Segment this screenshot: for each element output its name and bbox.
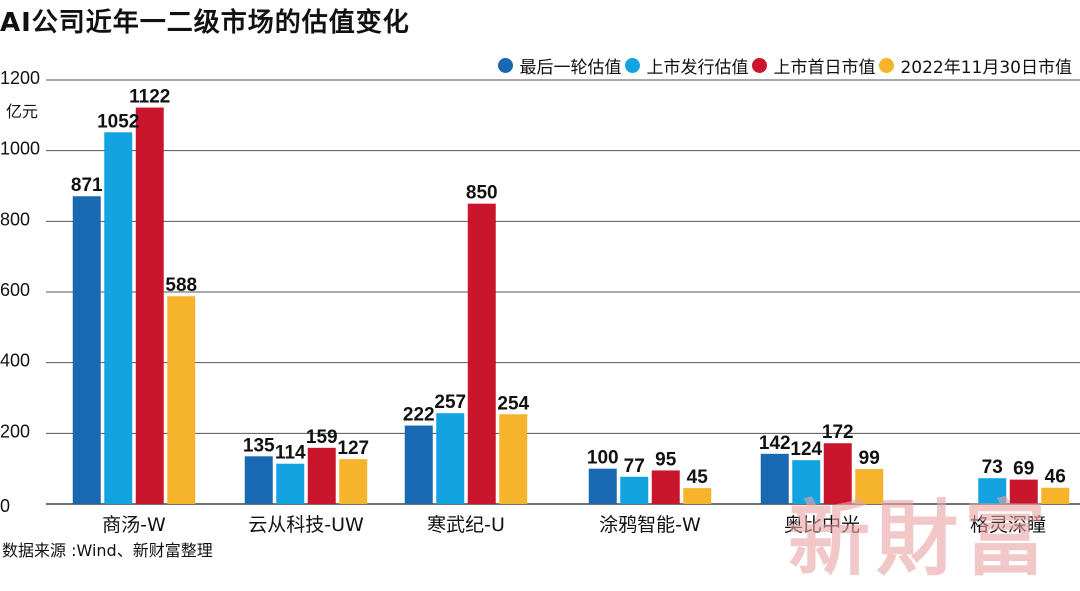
x-tick-label: 寒武纪-U <box>427 514 505 536</box>
y-tick-label: 0 <box>0 496 10 516</box>
legend-item: 最后一轮估值 <box>498 53 621 78</box>
bar <box>823 443 852 504</box>
y-axis-unit: 亿元 <box>6 102 39 121</box>
y-tick-label: 200 <box>0 421 30 441</box>
x-tick-label: 云从科技-UW <box>248 514 364 536</box>
legend-item: 2022年11月30日市值 <box>879 53 1072 78</box>
bar <box>499 414 528 504</box>
bar <box>792 460 821 504</box>
data-label: 45 <box>687 467 709 488</box>
data-label: 588 <box>165 275 197 296</box>
data-label: 222 <box>403 405 435 426</box>
data-label: 95 <box>655 449 677 470</box>
bar <box>978 478 1007 504</box>
data-label: 114 <box>275 443 306 464</box>
data-label: 254 <box>497 393 529 414</box>
x-tick-labels: 商汤-W 云从科技-UW 寒武纪-U 涂鸦智能-W 奥比中光 格灵深瞳 <box>102 514 1046 536</box>
data-label: 1052 <box>97 111 139 132</box>
bar <box>1009 479 1038 504</box>
legend-label: 上市发行估值 <box>646 58 749 78</box>
y-tick-label: 1000 <box>0 139 40 159</box>
data-label: 135 <box>243 435 275 456</box>
legend: 最后一轮估值 上市发行估值 上市首日市值 2022年11月30日市值 <box>494 53 1072 78</box>
bar <box>104 132 133 504</box>
bar <box>276 463 305 504</box>
legend-swatch <box>498 58 514 73</box>
grid-lines <box>46 79 1080 505</box>
data-label: 159 <box>306 427 338 448</box>
data-label: 100 <box>587 448 619 469</box>
data-label: 127 <box>337 438 369 459</box>
data-label: 871 <box>71 175 103 196</box>
bar <box>244 456 273 504</box>
legend-swatch <box>752 58 768 73</box>
source-note: 数据来源 :Wind、新财富整理 <box>2 541 213 560</box>
y-tick-label: 1200 <box>0 68 40 88</box>
bar <box>760 453 789 504</box>
legend-item: 上市首日市值 <box>752 53 875 78</box>
bar <box>620 476 649 504</box>
bar <box>1041 487 1070 504</box>
x-tick-label: 格灵深瞳 <box>970 514 1046 536</box>
data-label: 850 <box>466 183 498 204</box>
x-tick-label: 涂鸦智能-W <box>599 514 701 536</box>
data-label: 77 <box>624 456 645 477</box>
bar <box>436 413 465 504</box>
bar <box>307 447 336 504</box>
bar <box>467 203 496 504</box>
legend-item: 上市发行估值 <box>625 53 748 78</box>
bar <box>588 468 617 504</box>
y-tick-labels: 0 200 400 600 800 1000 1200 <box>0 68 40 516</box>
bar <box>651 470 680 504</box>
bar <box>855 469 884 504</box>
bar <box>167 296 196 504</box>
data-label: 257 <box>434 392 466 413</box>
data-label: 99 <box>859 448 880 469</box>
legend-label: 2022年11月30日市值 <box>900 58 1072 78</box>
legend-swatch <box>879 58 895 73</box>
y-tick-label: 600 <box>0 280 30 300</box>
data-label: 1122 <box>129 87 170 108</box>
data-label: 46 <box>1045 467 1066 488</box>
bar <box>135 107 164 504</box>
x-tick-label: 商汤-W <box>102 514 166 536</box>
bars <box>72 107 1070 504</box>
legend-label: 最后一轮估值 <box>519 58 622 78</box>
data-label: 124 <box>790 439 822 460</box>
chart-title: AI公司近年一二级市场的估值变化 <box>0 8 410 38</box>
bar <box>683 488 712 504</box>
data-label: 73 <box>982 457 1003 478</box>
legend-label: 上市首日市值 <box>773 58 876 78</box>
bar <box>72 196 101 504</box>
data-label: 69 <box>1013 459 1034 480</box>
y-tick-label: 400 <box>0 351 30 371</box>
bar <box>404 425 433 504</box>
x-tick-label: 奥比中光 <box>784 514 860 536</box>
y-tick-label: 800 <box>0 209 30 229</box>
data-label: 172 <box>822 422 854 443</box>
legend-swatch <box>625 58 641 73</box>
data-label: 142 <box>759 433 791 454</box>
bar <box>339 459 368 504</box>
